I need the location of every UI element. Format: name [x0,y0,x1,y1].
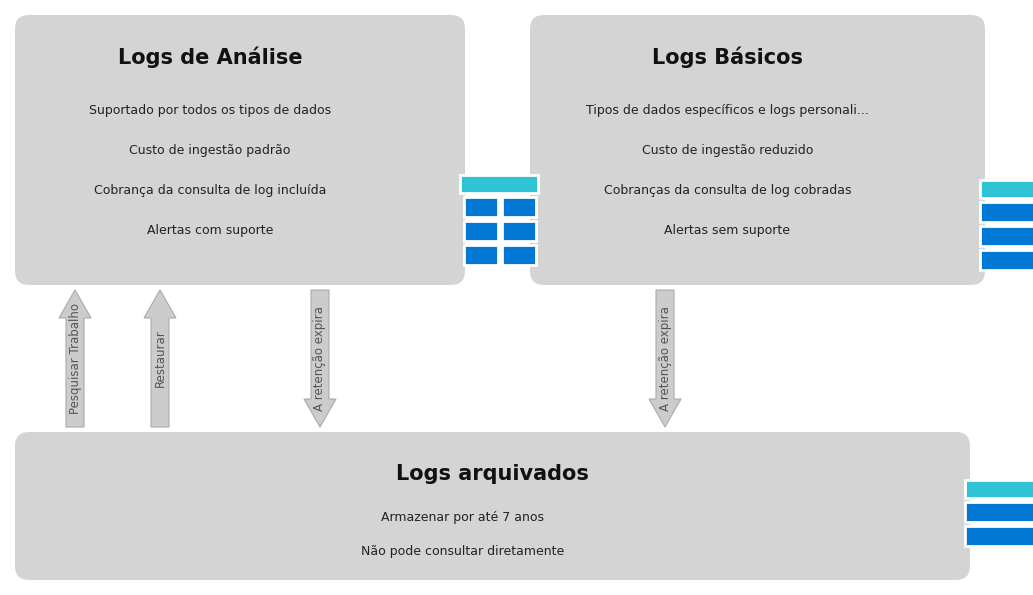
Text: Não pode consultar diretamente: Não pode consultar diretamente [361,546,564,559]
Text: Logs Básicos: Logs Básicos [652,46,803,68]
Text: Pesquisar Trabalho: Pesquisar Trabalho [68,303,82,414]
Bar [502,221,536,241]
Text: Custo de ingestão padrão: Custo de ingestão padrão [129,143,290,156]
Text: Tipos de dados específicos e logs personali...: Tipos de dados específicos e logs person… [586,104,869,117]
Polygon shape [59,290,91,427]
Bar [965,502,1033,522]
Bar [965,526,1033,546]
Text: A retenção expira: A retenção expira [313,306,326,411]
Bar [965,480,1033,498]
Bar [464,245,498,265]
FancyBboxPatch shape [15,15,465,285]
Text: Armazenar por até 7 anos: Armazenar por até 7 anos [381,511,544,524]
Text: Custo de ingestão reduzido: Custo de ingestão reduzido [641,143,813,156]
Bar [460,175,538,193]
Bar [980,226,1033,246]
Bar [464,221,498,241]
Bar [502,245,536,265]
Bar [502,197,536,217]
Text: A retenção expira: A retenção expira [658,306,671,411]
Polygon shape [144,290,176,427]
Text: Suportado por todos os tipos de dados: Suportado por todos os tipos de dados [89,104,331,117]
Polygon shape [649,290,681,427]
Polygon shape [304,290,336,427]
Text: Restaurar: Restaurar [154,330,166,387]
Text: Cobrança da consulta de log incluída: Cobrança da consulta de log incluída [94,183,326,196]
FancyBboxPatch shape [15,432,970,580]
Bar [980,180,1033,198]
Text: Cobranças da consulta de log cobradas: Cobranças da consulta de log cobradas [603,183,851,196]
Text: Alertas sem suporte: Alertas sem suporte [664,224,790,236]
Text: Logs de Análise: Logs de Análise [118,46,303,68]
Bar [980,250,1033,270]
Text: Alertas com suporte: Alertas com suporte [147,224,273,236]
Bar [980,202,1033,222]
Text: Logs arquivados: Logs arquivados [396,464,589,484]
Bar [464,197,498,217]
FancyBboxPatch shape [530,15,985,285]
